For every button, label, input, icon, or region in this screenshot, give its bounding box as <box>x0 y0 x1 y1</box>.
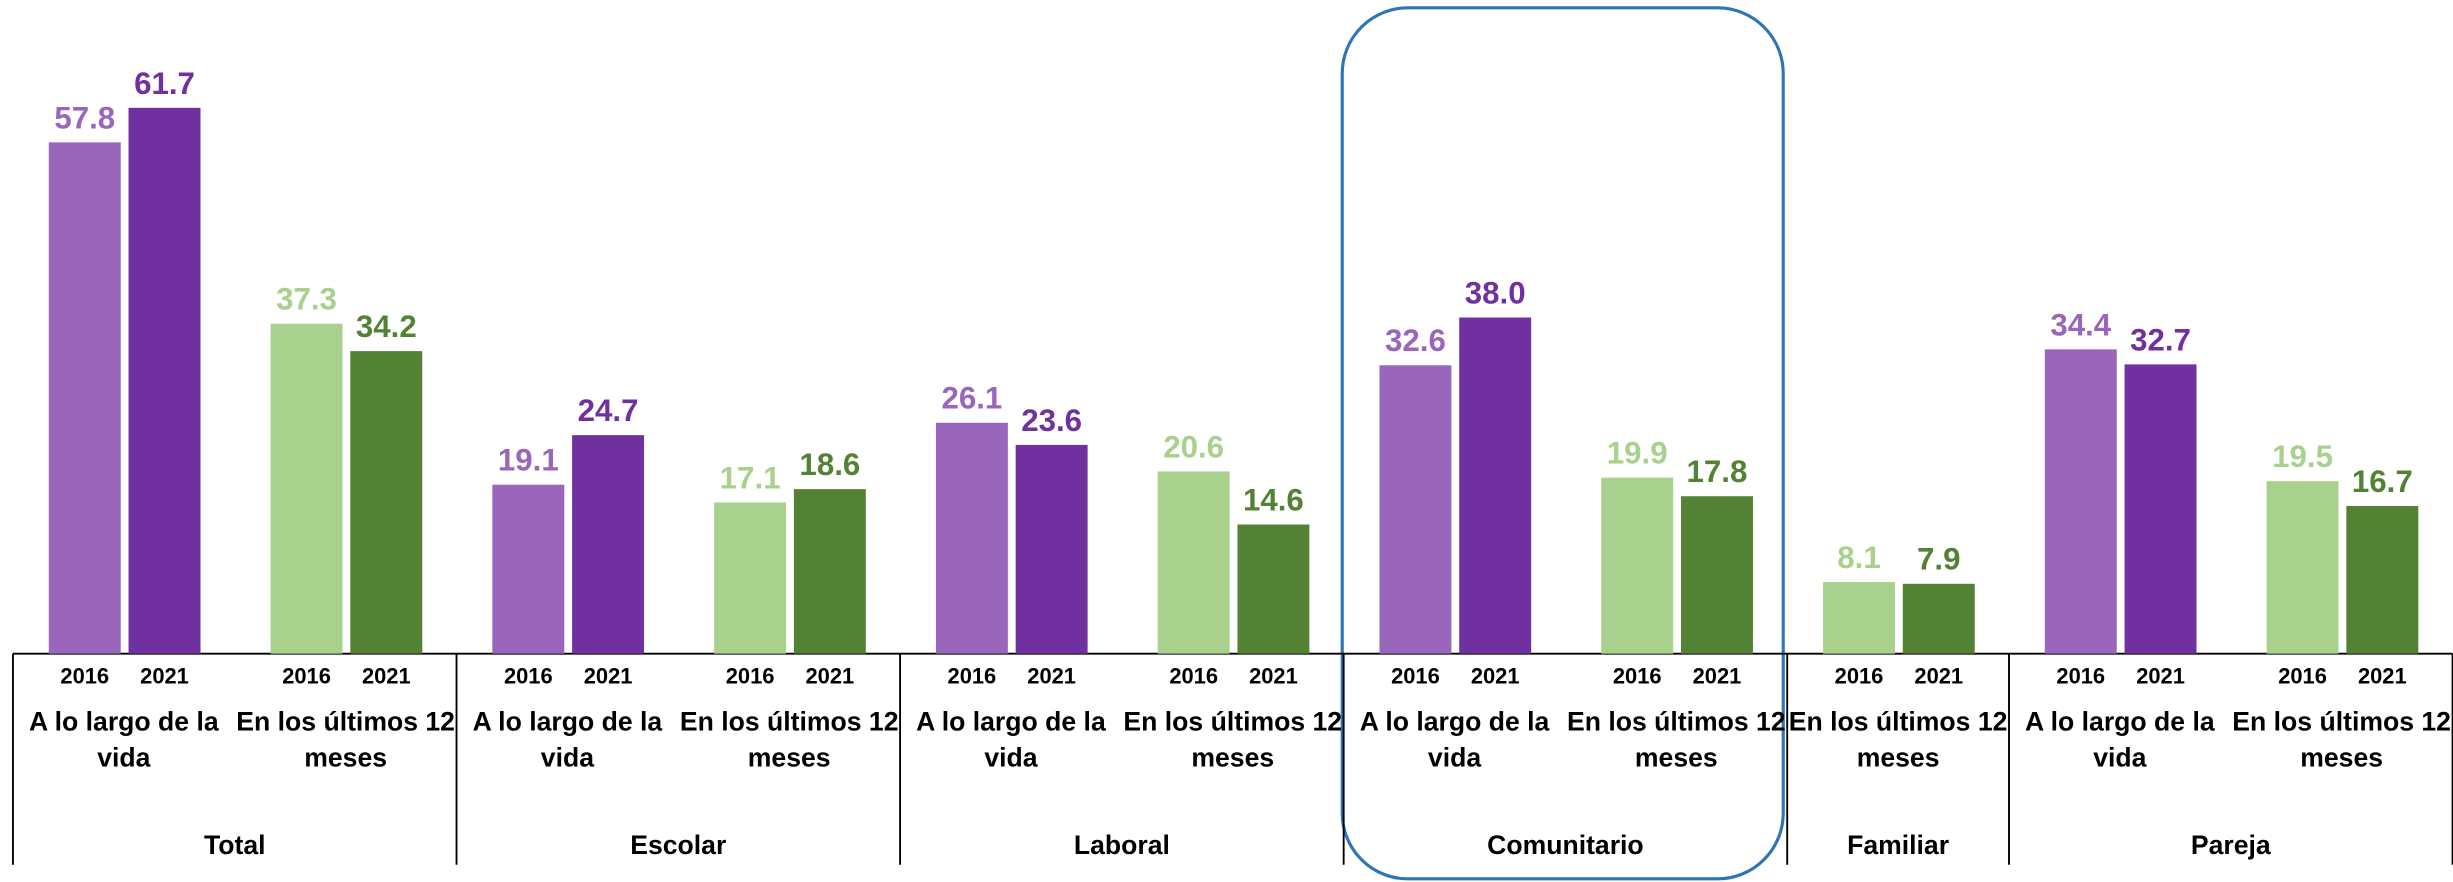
subgroup-label-box: A lo largo de la vida <box>2025 706 2215 773</box>
year-label: 2016 <box>1835 663 1884 688</box>
value-label: 17.1 <box>720 460 781 495</box>
bar <box>1601 477 1674 654</box>
bar <box>492 484 565 654</box>
year-label: 2021 <box>1471 663 1520 688</box>
group-label: Comunitario <box>1487 830 1644 860</box>
subgroup-label: En los últimos 12 meses <box>1788 706 2008 773</box>
year-label: 2016 <box>726 663 775 688</box>
year-label: 2021 <box>1027 663 1076 688</box>
bar <box>935 422 1008 654</box>
value-label: 32.6 <box>1385 323 1446 358</box>
subgroup-label: A lo largo de la vida <box>916 706 1106 773</box>
value-label: 19.1 <box>498 443 559 478</box>
bar <box>572 435 645 654</box>
year-label: 2021 <box>362 663 411 688</box>
bar <box>2266 481 2339 654</box>
value-label: 19.5 <box>2272 439 2333 474</box>
subgroup-label-box: En los últimos 12 meses <box>236 706 455 773</box>
year-label: 2021 <box>140 663 189 688</box>
value-label: 19.9 <box>1607 436 1668 471</box>
year-label: 2021 <box>2136 663 2185 688</box>
value-label: 7.9 <box>1917 542 1960 577</box>
subgroup-label-box: A lo largo de la vida <box>29 706 219 773</box>
bar <box>1681 496 1753 654</box>
bar <box>1902 583 1975 654</box>
bar <box>48 142 121 654</box>
group-label: Escolar <box>630 830 726 860</box>
value-label: 26.1 <box>941 381 1002 416</box>
year-label: 2016 <box>1169 663 1218 688</box>
value-label: 17.8 <box>1687 454 1748 489</box>
value-label: 57.8 <box>54 100 115 135</box>
subgroup-label-box: En los últimos 12 meses <box>1566 706 1786 773</box>
year-label: 2021 <box>584 663 633 688</box>
year-label: 2016 <box>948 663 997 688</box>
highlight-frame <box>1340 6 1785 881</box>
subgroup-label: En los últimos 12 meses <box>236 706 455 773</box>
year-label: 2016 <box>1391 663 1440 688</box>
subgroup-label: A lo largo de la vida <box>1359 706 1550 773</box>
year-label: 2021 <box>806 663 855 688</box>
year-label: 2016 <box>60 663 109 688</box>
value-label: 23.6 <box>1021 403 1082 438</box>
group-label: Familiar <box>1847 830 1949 860</box>
subgroup-label: A lo largo de la vida <box>472 706 663 773</box>
value-label: 61.7 <box>134 66 195 101</box>
value-label: 34.2 <box>356 309 417 344</box>
bar <box>128 107 201 654</box>
bar <box>1379 365 1452 654</box>
subgroup-label: En los últimos 12 meses <box>1566 706 1786 773</box>
subgroup-label-box: En los últimos 12 meses <box>1123 706 1343 773</box>
subgroup-label-box: En los últimos 12 meses <box>679 706 899 773</box>
value-label: 32.7 <box>2130 322 2191 357</box>
value-label: 37.3 <box>276 282 337 317</box>
group-label: Total <box>204 830 266 860</box>
subgroup-label-box: A lo largo de la vida <box>1359 706 1550 773</box>
value-label: 8.1 <box>1837 540 1880 575</box>
year-label: 2016 <box>504 663 553 688</box>
subgroup-label: A lo largo de la vida <box>29 706 219 773</box>
subgroup-label: En los últimos 12 meses <box>1123 706 1343 773</box>
value-label: 20.6 <box>1163 429 1224 464</box>
year-label: 2016 <box>1613 663 1662 688</box>
value-label: 24.7 <box>578 393 639 428</box>
year-label: 2016 <box>2056 663 2105 688</box>
bar <box>270 323 343 654</box>
bar <box>714 502 787 654</box>
subgroup-label: En los últimos 12 meses <box>2232 706 2451 773</box>
value-label: 18.6 <box>799 447 860 482</box>
subgroup-label-box: A lo largo de la vida <box>472 706 663 773</box>
bar <box>1015 444 1088 654</box>
bar <box>2346 505 2419 654</box>
bar <box>350 351 423 654</box>
bar <box>793 489 866 654</box>
value-label: 34.4 <box>2050 307 2111 342</box>
group-label: Laboral <box>1074 830 1170 860</box>
year-label: 2021 <box>1914 663 1963 688</box>
subgroup-label-box: En los últimos 12 meses <box>2232 706 2451 773</box>
year-label: 2021 <box>1693 663 1742 688</box>
bar <box>2044 349 2117 654</box>
value-label: 16.7 <box>2352 464 2413 499</box>
bar <box>2124 364 2197 654</box>
subgroup-label-box: En los últimos 12 meses <box>1788 706 2008 773</box>
bar <box>1237 524 1310 654</box>
year-label: 2021 <box>2358 663 2407 688</box>
value-label: 38.0 <box>1465 275 1526 310</box>
year-label: 2021 <box>1249 663 1298 688</box>
group-label: Pareja <box>2191 830 2271 860</box>
bar <box>1459 317 1532 654</box>
subgroup-label: A lo largo de la vida <box>2025 706 2215 773</box>
year-label: 2016 <box>282 663 331 688</box>
subgroup-label-box: A lo largo de la vida <box>916 706 1106 773</box>
subgroup-label: En los últimos 12 meses <box>679 706 899 773</box>
year-label: 2016 <box>2278 663 2327 688</box>
bar <box>1157 471 1230 654</box>
value-label: 14.6 <box>1243 482 1304 517</box>
bar <box>1823 582 1895 654</box>
